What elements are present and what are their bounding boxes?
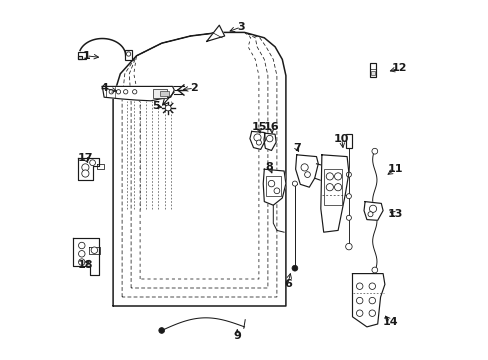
Circle shape [368,205,376,212]
Text: 5: 5 [152,101,160,111]
Circle shape [266,135,272,142]
Circle shape [291,265,297,271]
Circle shape [325,173,333,180]
Polygon shape [320,155,348,232]
Circle shape [256,140,261,145]
Circle shape [89,160,95,166]
Polygon shape [295,155,318,187]
Circle shape [79,251,85,257]
Text: 1: 1 [82,51,90,61]
Circle shape [368,297,375,304]
Circle shape [356,283,362,289]
Text: 2: 2 [190,83,198,93]
Polygon shape [102,86,174,101]
Text: 7: 7 [292,143,300,153]
Bar [369,63,375,77]
Bar [324,169,342,205]
Circle shape [325,184,333,191]
Text: 17: 17 [78,153,93,163]
Circle shape [165,105,171,111]
Circle shape [81,164,89,171]
Circle shape [81,170,89,177]
Circle shape [123,90,127,94]
Circle shape [368,310,375,316]
Circle shape [301,164,307,171]
Circle shape [273,188,279,194]
Circle shape [159,328,164,333]
Text: 13: 13 [387,209,403,219]
Text: 8: 8 [265,162,273,172]
Circle shape [368,283,375,289]
Circle shape [116,90,121,94]
Bar [370,71,374,75]
Text: 16: 16 [263,122,279,132]
Circle shape [304,172,310,177]
Polygon shape [73,238,99,275]
Circle shape [346,172,351,177]
Bar [160,91,168,96]
Circle shape [91,247,98,253]
Circle shape [334,173,341,180]
Bar [265,176,280,196]
Circle shape [346,215,351,220]
Circle shape [367,212,372,217]
Bar [125,50,132,60]
Text: 11: 11 [387,164,403,174]
Circle shape [371,148,377,154]
Polygon shape [249,131,265,149]
Text: 4: 4 [100,83,108,93]
Circle shape [253,134,261,141]
Circle shape [109,90,113,94]
Polygon shape [264,133,276,150]
Polygon shape [97,164,104,169]
Text: 18: 18 [78,260,93,270]
Circle shape [356,297,362,304]
Circle shape [345,243,351,250]
Bar [152,89,167,98]
Circle shape [132,90,137,94]
Bar [346,134,351,148]
Polygon shape [78,158,99,180]
Circle shape [356,310,362,316]
Text: 9: 9 [233,330,241,341]
Bar [78,52,86,59]
Circle shape [268,180,274,187]
Polygon shape [89,247,100,254]
Polygon shape [363,202,382,220]
Circle shape [126,52,130,56]
Circle shape [292,181,297,186]
Polygon shape [263,169,285,205]
Circle shape [334,184,341,191]
Text: 10: 10 [333,134,348,144]
Polygon shape [206,25,224,41]
Circle shape [79,259,85,265]
Circle shape [371,267,377,273]
Circle shape [346,194,351,199]
Text: 15: 15 [251,122,266,132]
Bar [78,56,81,59]
Text: 14: 14 [382,317,397,327]
Polygon shape [113,32,285,306]
Text: 12: 12 [391,63,406,73]
Circle shape [79,242,85,249]
Text: 3: 3 [237,22,244,32]
Polygon shape [352,274,384,327]
Text: 6: 6 [283,279,291,289]
